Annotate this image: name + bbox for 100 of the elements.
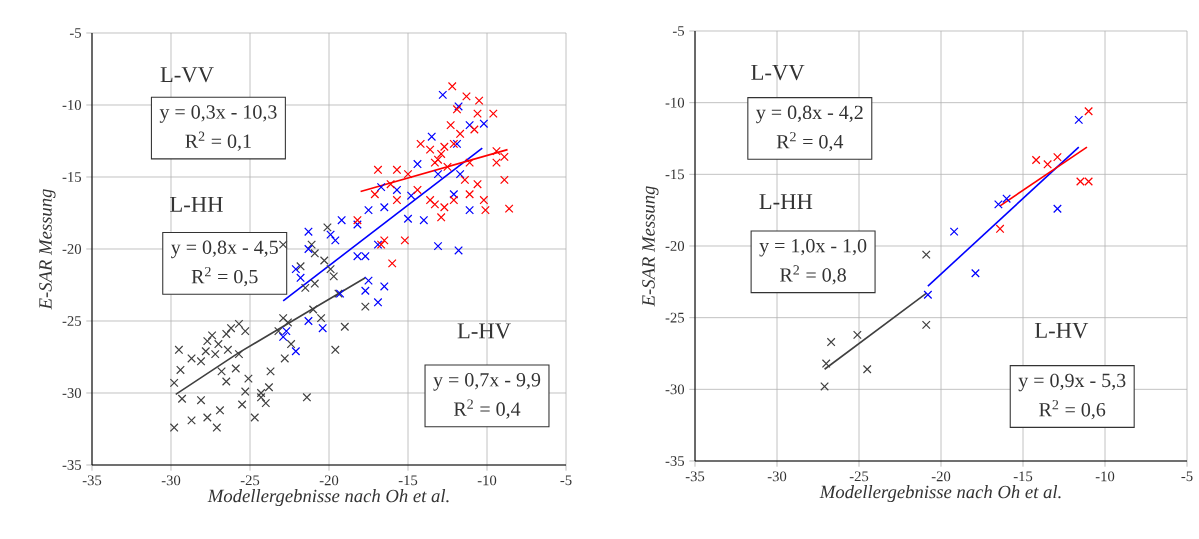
point (240, 387, 250, 396)
point (971, 268, 980, 278)
point (465, 189, 474, 199)
point (1053, 152, 1062, 162)
x-tick-label: -25 (240, 475, 260, 486)
point (250, 413, 260, 422)
point (439, 142, 449, 152)
point (492, 146, 501, 156)
point (479, 195, 489, 205)
annotation: y = 1,0x - 1,0 (759, 238, 867, 257)
x-tick-label: -15 (398, 475, 418, 486)
point (462, 91, 471, 101)
point (406, 191, 416, 201)
y-tick-label: -15 (62, 172, 82, 182)
point (400, 235, 410, 245)
point (994, 200, 1003, 209)
point (379, 235, 389, 245)
x-tick-label: -10 (1095, 471, 1115, 482)
annotation: y = 0,8x - 4,2 (756, 105, 863, 124)
y-tick-label: -5 (672, 26, 685, 36)
y-axis-title: E-SAR Messung (39, 189, 56, 310)
annotation: L-HH (759, 194, 813, 209)
point (307, 240, 316, 250)
annotation: R$^{2}$ = 0,4 (776, 132, 844, 152)
point (217, 367, 226, 376)
x-tick-label: -5 (1181, 471, 1193, 482)
annotation: y = 0,9x - 5,3 (1018, 373, 1126, 392)
point (221, 377, 231, 386)
y-tick-label: -30 (62, 388, 82, 398)
y-tick-label: -35 (665, 456, 685, 466)
point (231, 364, 241, 373)
point (1074, 115, 1084, 125)
point (465, 205, 474, 215)
point (291, 346, 301, 356)
y-tick-label: -25 (62, 316, 82, 326)
point (337, 215, 347, 225)
annotation: L-VV (160, 67, 214, 83)
point (210, 349, 220, 359)
point (1053, 204, 1062, 214)
point (923, 290, 933, 300)
point (169, 423, 179, 432)
point (187, 415, 196, 425)
x-axis-title: Modellergebnisse nach Oh et al. (819, 485, 1061, 503)
point (921, 250, 931, 259)
point (308, 305, 318, 314)
annotation: R$^{2}$ = 0,6 (1039, 400, 1106, 420)
point (392, 195, 402, 205)
point (392, 185, 402, 195)
point (291, 264, 301, 274)
point (419, 215, 429, 225)
point (360, 302, 370, 311)
point (364, 205, 373, 215)
point (449, 189, 459, 199)
point (430, 199, 440, 209)
point (329, 271, 339, 281)
point (438, 90, 448, 100)
x-tick-label: -25 (849, 471, 869, 482)
annotation: R$^{2}$ = 0,8 (780, 265, 846, 285)
point (310, 248, 320, 258)
point (223, 345, 233, 355)
point (304, 227, 313, 237)
point (921, 320, 931, 330)
point (504, 204, 514, 214)
point (1002, 194, 1011, 204)
point (244, 374, 253, 383)
point (278, 240, 288, 250)
point (202, 413, 212, 422)
annotation: L-VV (751, 64, 805, 81)
point (323, 223, 332, 232)
point (280, 354, 290, 363)
point (427, 132, 437, 142)
point (416, 139, 426, 149)
point (261, 398, 271, 408)
point (481, 205, 490, 215)
point (353, 215, 362, 225)
point (403, 214, 413, 224)
point (436, 149, 446, 159)
point (304, 316, 313, 326)
point (492, 158, 501, 167)
point (500, 175, 509, 185)
point (370, 189, 380, 199)
point (379, 202, 389, 212)
point (234, 349, 244, 359)
point (1031, 155, 1041, 165)
point (300, 283, 310, 293)
y-tick-label: -30 (665, 384, 685, 395)
point (425, 145, 435, 155)
point (433, 169, 443, 179)
x-tick-label: -10 (477, 475, 497, 486)
point (353, 220, 362, 229)
x-tick-label: -30 (161, 475, 181, 486)
point (283, 318, 293, 327)
x-tick-label: -20 (319, 475, 339, 486)
x-tick-label: -5 (560, 475, 572, 486)
point (256, 392, 266, 402)
y-tick-label: -20 (62, 244, 82, 254)
y-tick-label: -35 (62, 460, 82, 470)
point (196, 395, 206, 405)
point (862, 364, 872, 374)
point (226, 323, 236, 333)
